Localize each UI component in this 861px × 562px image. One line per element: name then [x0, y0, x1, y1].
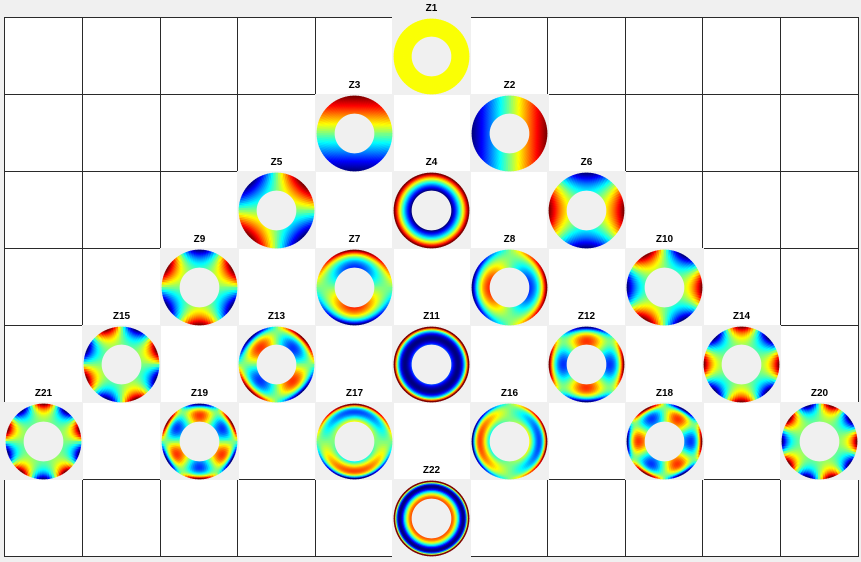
grid-cell	[82, 402, 161, 480]
ring-segment	[468, 56, 470, 59]
grid-cell	[547, 402, 626, 480]
grid-cell	[625, 479, 704, 557]
grid-cell	[470, 479, 549, 557]
grid-cell	[315, 479, 394, 557]
grid-cell	[4, 17, 83, 95]
panel-title-z3: Z3	[325, 80, 385, 92]
grid-cell	[702, 402, 781, 480]
grid-cell	[780, 17, 859, 95]
grid-cell	[82, 94, 161, 172]
ring-segment	[546, 133, 548, 136]
grid-cell	[780, 94, 859, 172]
ring-segment	[391, 133, 393, 136]
grid-cell	[702, 94, 781, 172]
grid-cell	[160, 94, 239, 172]
grid-cell	[4, 248, 83, 326]
grid-cell	[237, 17, 316, 95]
grid-cell	[780, 248, 859, 326]
grid-cell	[702, 171, 781, 249]
grid-cell	[82, 171, 161, 249]
grid-cell	[547, 17, 626, 95]
zernike-ring-z4	[394, 173, 469, 248]
grid-cell	[160, 479, 239, 557]
grid-cell	[237, 402, 316, 480]
grid-cell	[547, 479, 626, 557]
grid-cell	[625, 17, 704, 95]
grid-cell	[4, 479, 83, 557]
zernike-ring-z1	[394, 19, 469, 94]
panel-title-z1: Z1	[402, 3, 462, 15]
zernike-ring-z2	[472, 96, 547, 171]
grid-cell	[4, 94, 83, 172]
grid-cell	[702, 17, 781, 95]
grid-cell	[780, 479, 859, 557]
zernike-ring-z3	[317, 96, 392, 171]
grid-cell	[702, 479, 781, 557]
panel-title-z2: Z2	[480, 80, 540, 92]
grid-cell	[780, 171, 859, 249]
grid-cell	[160, 17, 239, 95]
grid-cell	[237, 479, 316, 557]
grid-cell	[82, 17, 161, 95]
grid-cell	[625, 94, 704, 172]
grid-cell	[82, 479, 161, 557]
grid-cell	[4, 171, 83, 249]
